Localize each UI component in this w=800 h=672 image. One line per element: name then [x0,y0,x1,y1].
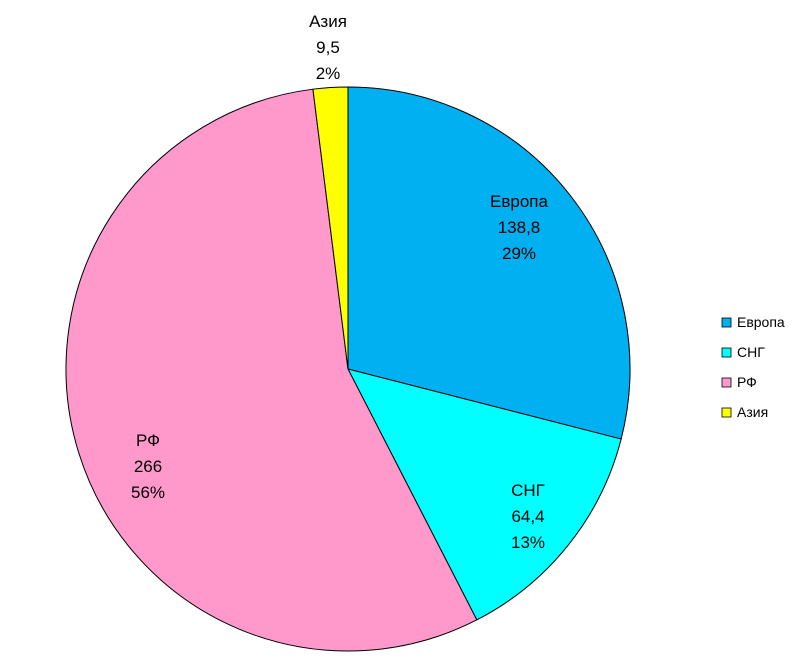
data-label-value-0: 138,8 [498,218,541,237]
legend-swatch-0 [721,317,732,328]
data-label-category-3: Азия [309,12,347,31]
legend-swatch-3 [721,407,732,418]
legend-label-2: РФ [737,374,757,390]
data-label-percent-3: 2% [316,64,341,83]
legend-label-3: Азия [737,404,768,420]
legend-label-1: СНГ [737,344,765,360]
legend-swatch-1 [721,347,732,358]
data-label-category-1: СНГ [511,481,545,500]
pie-slice-3 [312,86,349,370]
legend-swatch-2 [721,377,732,388]
pie-slices [65,86,631,652]
data-label-category-0: Европа [490,192,548,211]
data-label-value-3: 9,5 [316,38,340,57]
data-label-percent-2: 56% [131,483,165,502]
pie-data-labels: Европа 138,8 29% СНГ 64,4 13% РФ 266 56% Азия 9,5 2… [131,12,549,552]
pie-slice-1 [347,368,622,621]
data-label-percent-1: 13% [511,533,545,552]
data-label-percent-0: 29% [502,244,536,263]
data-label-value-2: 266 [134,457,162,476]
legend-label-0: Европа [737,314,785,330]
legend: Европа СНГ РФ Азия [721,314,785,420]
data-label-value-1: 64,4 [511,507,544,526]
pie-slice-0 [347,86,631,440]
data-label-category-2: РФ [136,431,160,450]
pie-slice-2 [65,88,478,652]
